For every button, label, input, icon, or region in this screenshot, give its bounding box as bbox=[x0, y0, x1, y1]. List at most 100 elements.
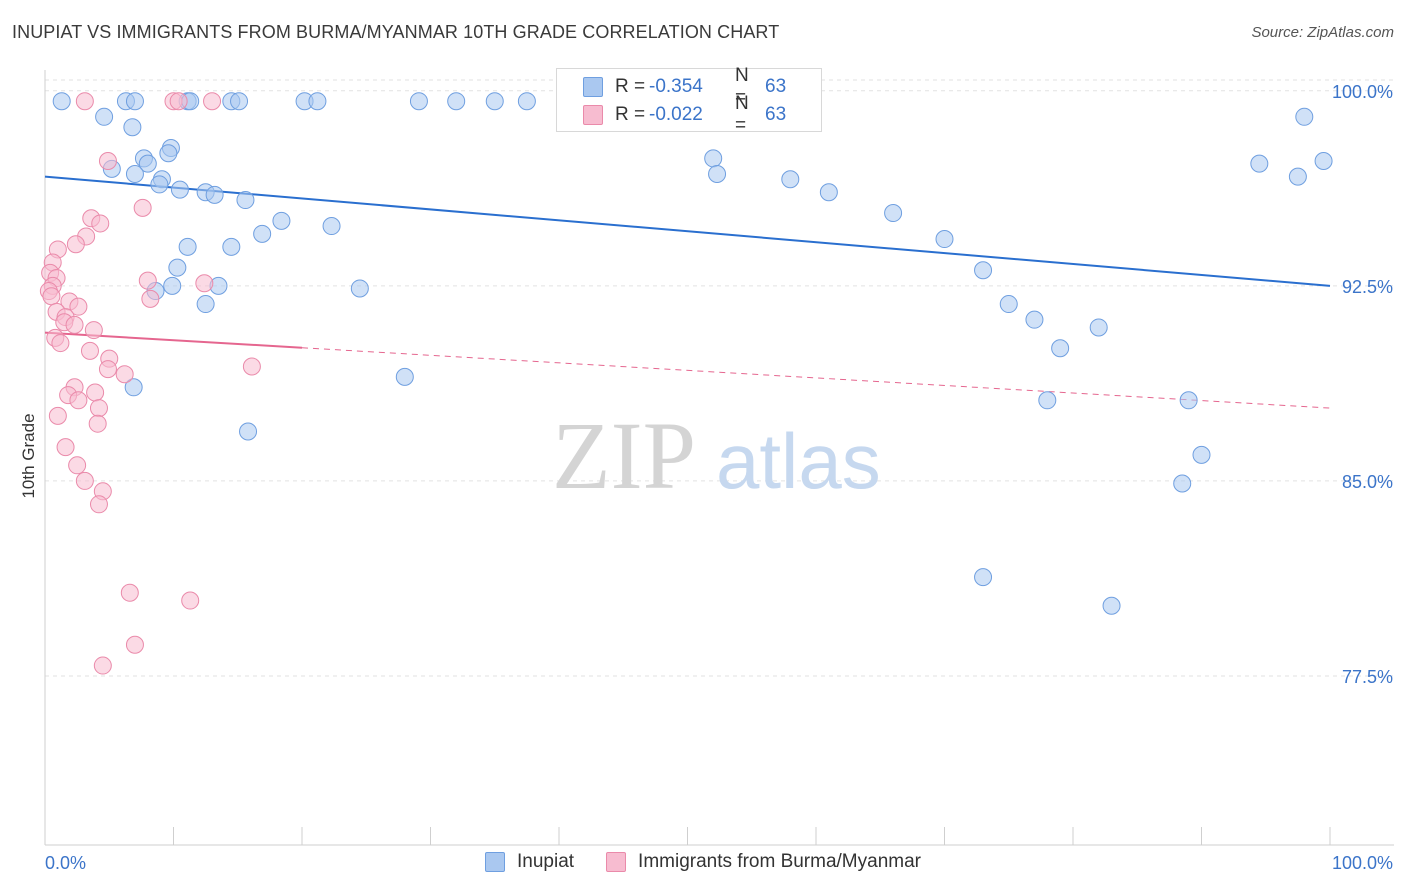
point-burma bbox=[98, 152, 117, 171]
point-inupiat bbox=[138, 154, 157, 173]
point-burma bbox=[203, 92, 222, 111]
point-burma bbox=[138, 271, 157, 290]
point-inupiat bbox=[125, 165, 144, 184]
point-inupiat bbox=[395, 367, 414, 386]
y-tick-label: 85.0% bbox=[1342, 472, 1393, 492]
y-tick-label: 77.5% bbox=[1342, 667, 1393, 687]
point-inupiat bbox=[178, 237, 197, 256]
trend-lines bbox=[44, 175, 1331, 409]
point-inupiat bbox=[819, 183, 838, 202]
point-burma bbox=[93, 656, 112, 675]
point-inupiat bbox=[222, 237, 241, 256]
point-inupiat bbox=[230, 92, 249, 111]
point-inupiat bbox=[1025, 310, 1044, 329]
point-burma bbox=[66, 235, 85, 254]
legend-n-value: 63 bbox=[765, 76, 787, 97]
point-inupiat bbox=[1102, 596, 1121, 615]
legend-swatch-blue bbox=[583, 77, 603, 97]
point-inupiat bbox=[974, 568, 993, 587]
legend-swatch-blue bbox=[485, 852, 505, 872]
point-inupiat bbox=[517, 92, 536, 111]
y-tick-label: 92.5% bbox=[1342, 277, 1393, 297]
point-burma bbox=[69, 297, 88, 316]
point-inupiat bbox=[1192, 445, 1211, 464]
series-legend: Inupiat Immigrants from Burma/Myanmar bbox=[0, 851, 1406, 873]
watermark-atlas: atlas bbox=[716, 417, 881, 505]
point-burma bbox=[80, 341, 99, 360]
point-burma bbox=[75, 471, 94, 490]
point-burma bbox=[84, 321, 103, 340]
point-burma bbox=[68, 456, 87, 475]
legend-swatch-pink bbox=[583, 105, 603, 125]
legend-item-inupiat: Inupiat bbox=[485, 851, 574, 873]
point-inupiat bbox=[1250, 154, 1269, 173]
source-label: Source: ZipAtlas.com bbox=[1251, 24, 1394, 41]
trend-line-burma-dashed bbox=[301, 347, 1331, 409]
point-inupiat bbox=[170, 180, 189, 199]
point-burma bbox=[120, 583, 139, 602]
point-burma bbox=[56, 438, 75, 457]
point-inupiat bbox=[708, 165, 727, 184]
point-burma bbox=[181, 591, 200, 610]
point-inupiat bbox=[253, 224, 272, 243]
legend-label-burma: Immigrants from Burma/Myanmar bbox=[638, 851, 921, 872]
point-inupiat bbox=[308, 92, 327, 111]
point-inupiat bbox=[447, 92, 466, 111]
point-inupiat bbox=[1051, 339, 1070, 358]
x-tick-label-min: 0.0% bbox=[45, 853, 86, 873]
point-burma bbox=[42, 287, 61, 306]
watermark-zip: ZIP bbox=[552, 402, 696, 509]
point-inupiat bbox=[236, 191, 255, 210]
chart-title: INUPIAT VS IMMIGRANTS FROM BURMA/MYANMAR… bbox=[12, 22, 780, 42]
point-burma bbox=[75, 92, 94, 111]
point-burma bbox=[88, 414, 107, 433]
point-burma bbox=[69, 391, 88, 410]
point-inupiat bbox=[205, 185, 224, 204]
point-inupiat bbox=[150, 175, 169, 194]
legend-item-burma: Immigrants from Burma/Myanmar bbox=[606, 851, 921, 873]
point-inupiat bbox=[1173, 474, 1192, 493]
point-burma bbox=[195, 274, 214, 293]
point-inupiat bbox=[1288, 167, 1307, 186]
legend-n-value: 63 bbox=[765, 104, 787, 125]
point-inupiat bbox=[168, 258, 187, 277]
point-inupiat bbox=[935, 230, 954, 249]
point-burma bbox=[98, 360, 117, 379]
data-points bbox=[39, 92, 1333, 675]
point-inupiat bbox=[1089, 318, 1108, 337]
point-inupiat bbox=[704, 149, 723, 168]
point-burma bbox=[242, 357, 261, 376]
point-inupiat bbox=[884, 204, 903, 223]
legend-row-burma: R = -0.022 N = 63 bbox=[557, 93, 787, 136]
legend-r-value: -0.354 bbox=[649, 76, 703, 97]
point-burma bbox=[133, 198, 152, 217]
y-tick-label: 100.0% bbox=[1332, 82, 1393, 102]
point-burma bbox=[115, 365, 134, 384]
legend-n-label: N = bbox=[735, 65, 749, 108]
point-inupiat bbox=[350, 279, 369, 298]
point-inupiat bbox=[1295, 107, 1314, 126]
point-inupiat bbox=[272, 211, 291, 230]
point-inupiat bbox=[1038, 391, 1057, 410]
point-inupiat bbox=[95, 107, 114, 126]
legend-r-value: -0.022 bbox=[649, 104, 703, 125]
point-burma bbox=[86, 383, 105, 402]
trend-line-inupiat bbox=[44, 175, 1331, 287]
point-inupiat bbox=[52, 92, 71, 111]
point-inupiat bbox=[974, 261, 993, 280]
point-burma bbox=[89, 399, 108, 418]
legend-n-label: N = bbox=[735, 93, 749, 136]
point-burma bbox=[89, 495, 108, 514]
legend-r-label: R = bbox=[615, 104, 646, 125]
legend-r-label: R = bbox=[615, 76, 646, 97]
point-inupiat bbox=[781, 170, 800, 189]
point-inupiat bbox=[409, 92, 428, 111]
point-inupiat bbox=[196, 295, 215, 314]
point-inupiat bbox=[485, 92, 504, 111]
legend-row-inupiat: R = -0.354 N = 63 bbox=[557, 65, 787, 108]
y-axis-label: 10th Grade bbox=[19, 413, 38, 498]
point-burma bbox=[51, 334, 70, 353]
point-burma bbox=[65, 315, 84, 334]
axes bbox=[44, 70, 1394, 846]
point-burma bbox=[169, 92, 188, 111]
